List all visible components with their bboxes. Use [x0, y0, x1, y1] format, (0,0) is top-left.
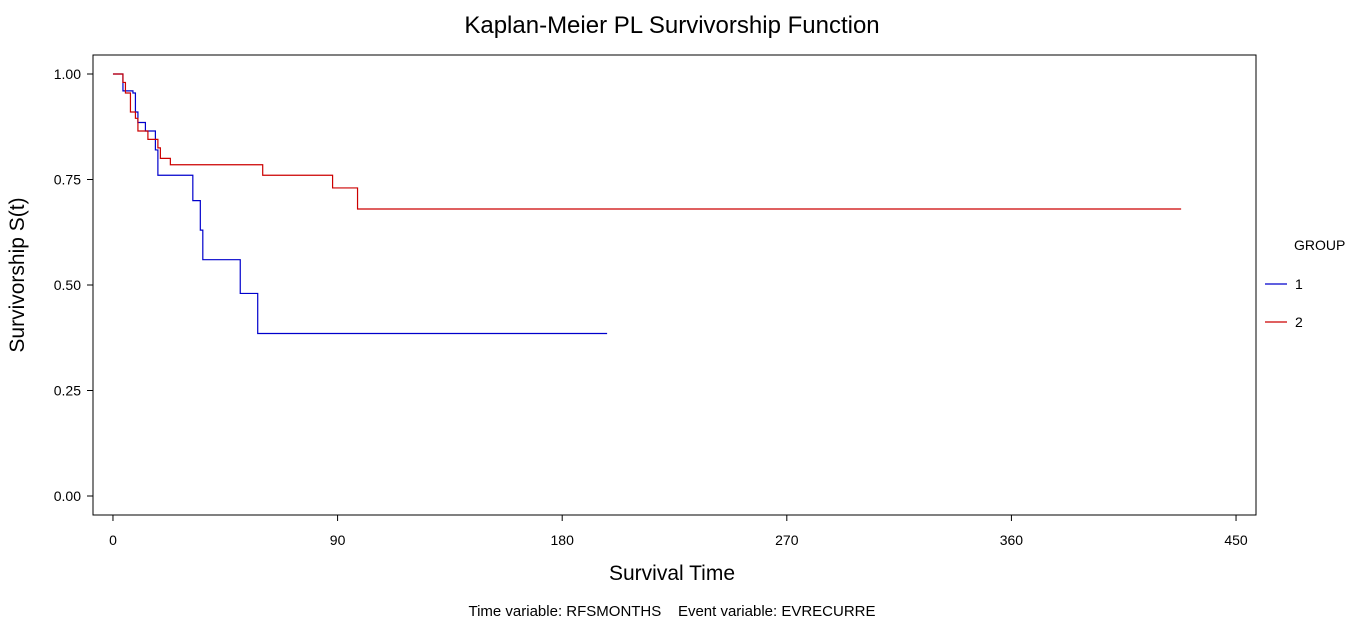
y-axis: 0.00 0.25 0.50 0.75 1.00	[54, 66, 93, 504]
series-layer	[112, 73, 1182, 335]
x-axis: 0 90 180 270 360 450	[109, 515, 1248, 548]
x-tick-label: 0	[109, 532, 117, 548]
series-line-group-2	[112, 73, 1182, 210]
x-tick-label: 360	[1000, 532, 1024, 548]
x-tick-label: 450	[1224, 532, 1248, 548]
legend-title: GROUP	[1294, 237, 1345, 253]
y-tick-label: 1.00	[54, 66, 81, 82]
y-tick-label: 0.25	[54, 383, 81, 399]
x-tick-label: 180	[551, 532, 575, 548]
chart-title: Kaplan-Meier PL Survivorship Function	[464, 12, 879, 39]
y-tick-label: 0.75	[54, 171, 81, 187]
series-line-group-1	[112, 73, 608, 335]
plot-frame	[92, 54, 1257, 516]
legend-label-group-2: 2	[1295, 314, 1303, 330]
x-axis-title: Survival Time	[609, 562, 735, 585]
y-axis-title: Survivorship S(t)	[6, 197, 29, 352]
y-tick-label: 0.50	[54, 277, 81, 293]
y-tick-label: 0.00	[54, 488, 81, 504]
legend-label-group-1: 1	[1295, 276, 1303, 292]
footnote: Time variable: RFSMONTHS Event variable:…	[468, 603, 875, 620]
x-tick-label: 270	[775, 532, 799, 548]
x-tick-label: 90	[330, 532, 346, 548]
legend: GROUP 1 2	[1265, 237, 1345, 330]
